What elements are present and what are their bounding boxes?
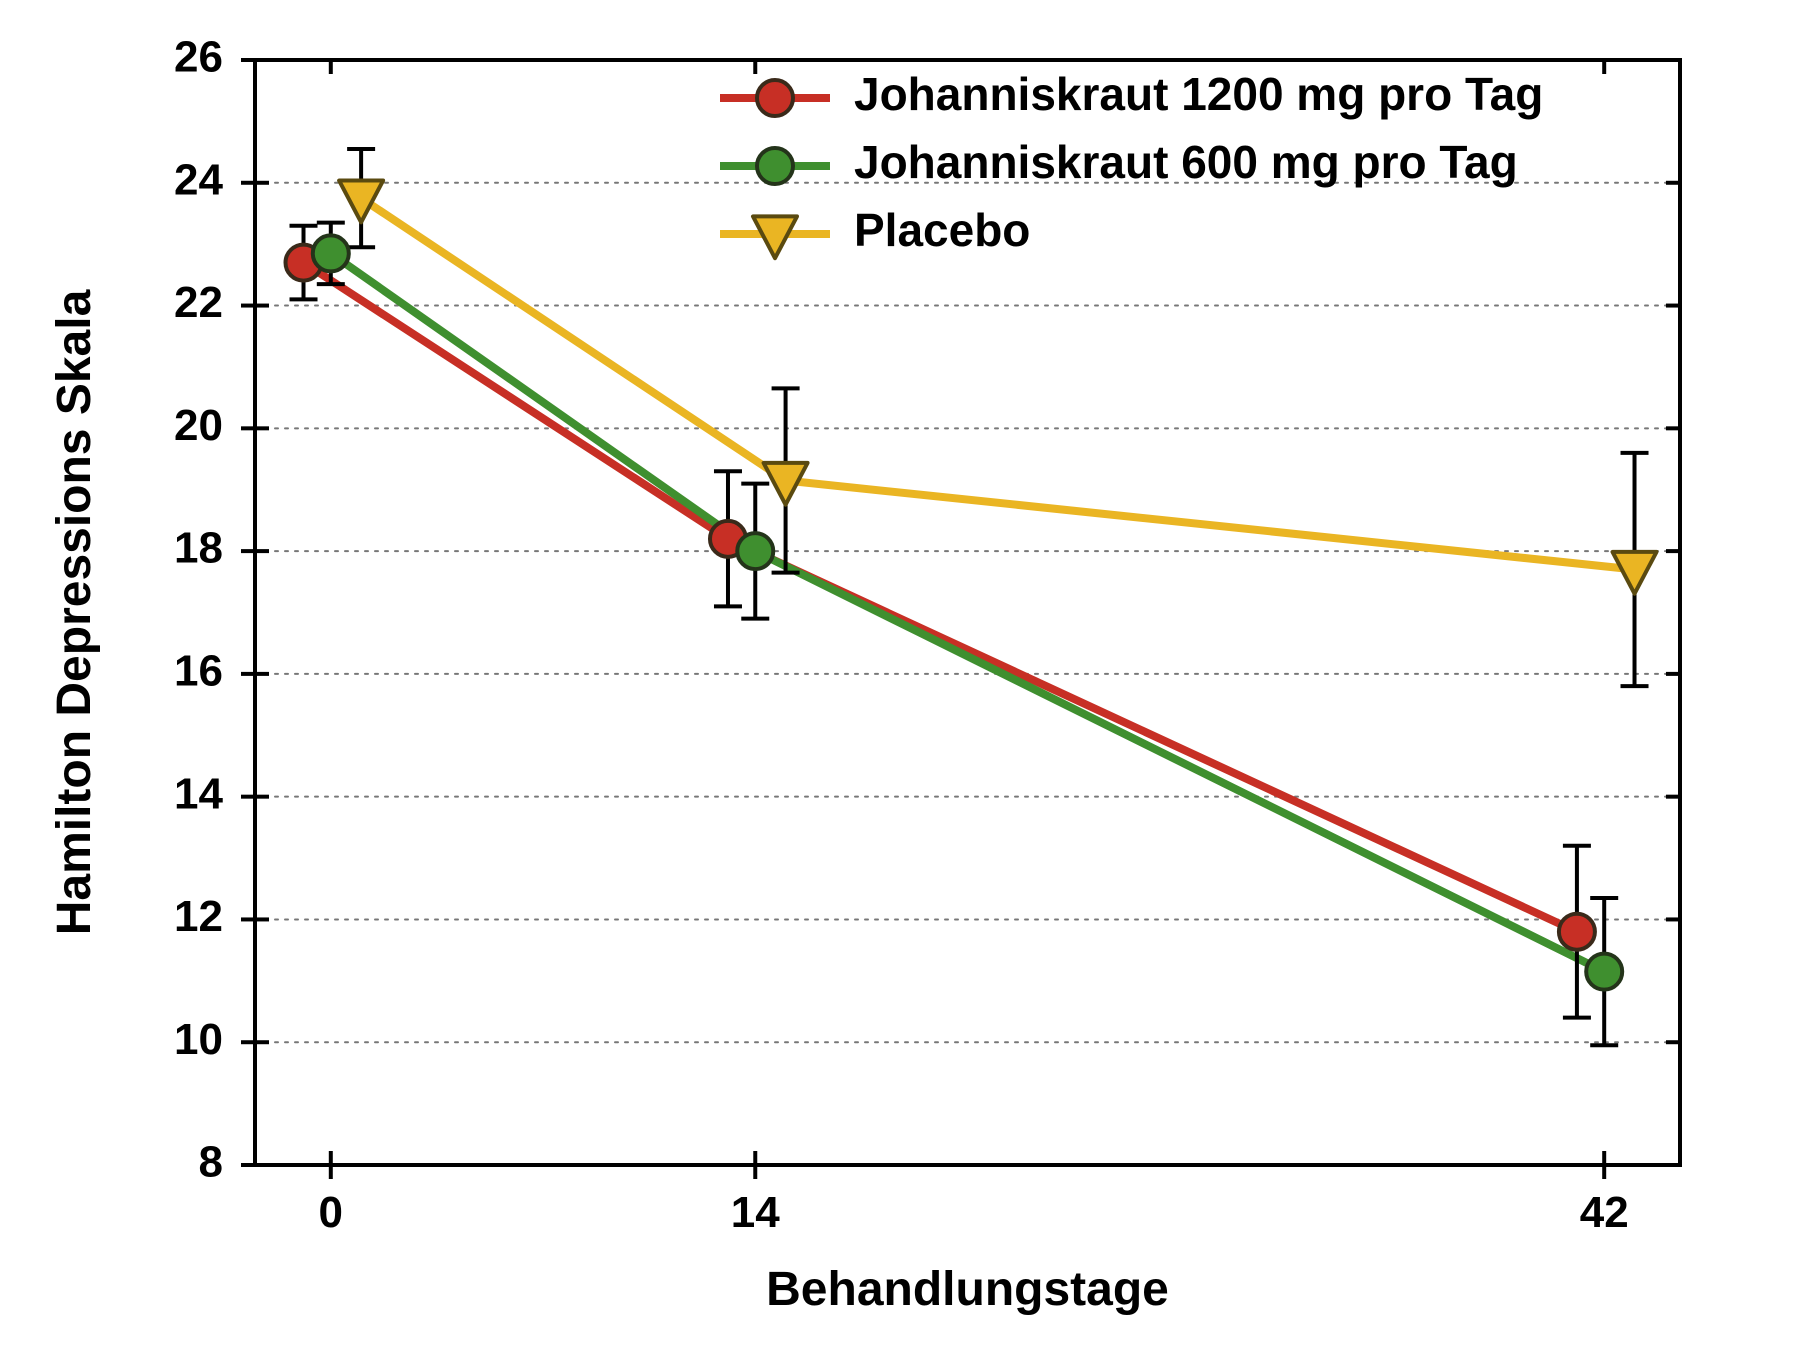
marker-circle [757,148,793,184]
y-tick-label: 16 [174,647,223,696]
chart-container: 8 10 12 14 16 18 20 22 24 26 0 14 42 Hamilton Depress… [0,0,1793,1349]
legend-label: Placebo [854,204,1030,256]
y-tick-label: 14 [174,769,223,818]
y-tick-label: 20 [174,401,223,450]
y-tick-label: 22 [174,278,223,327]
marker-circle [757,80,793,116]
y-tick-label: 26 [174,33,223,82]
y-tick-label: 12 [174,892,223,941]
marker-circle [737,533,773,569]
x-tick-label: 0 [319,1188,343,1237]
x-axis-title: Behandlungstage [766,1263,1169,1316]
marker-circle [1586,954,1622,990]
marker-circle [313,235,349,271]
y-tick-label: 8 [199,1138,223,1187]
y-tick-label: 18 [174,524,223,573]
marker-circle [1559,914,1595,950]
legend-label: Johanniskraut 1200 mg pro Tag [854,68,1543,120]
legend-label: Johanniskraut 600 mg pro Tag [854,136,1518,188]
line-chart: 8 10 12 14 16 18 20 22 24 26 0 14 42 Hamilton Depress… [0,0,1793,1349]
x-tick-label: 42 [1580,1188,1629,1237]
y-tick-label: 10 [174,1015,223,1064]
y-axis-title: Hamilton Depressions Skala [48,289,101,935]
y-tick-label: 24 [174,155,223,204]
x-tick-label: 14 [731,1188,780,1237]
